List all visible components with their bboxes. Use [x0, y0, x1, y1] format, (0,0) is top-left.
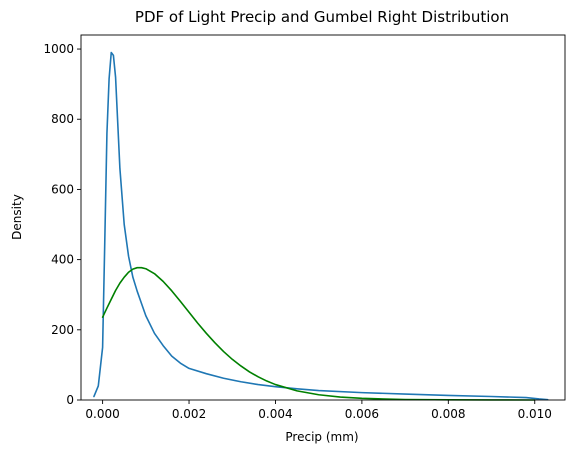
x-tick-label: 0.004: [258, 407, 292, 421]
series-line-1: [93, 51, 549, 401]
x-tick-label: 0.002: [172, 407, 206, 421]
y-tick-label: 200: [51, 323, 74, 337]
x-tick-label: 0.006: [345, 407, 379, 421]
plot-area: 0.000 0.002 0.004 0.006 0.008 0.010 0 200 400 600…: [43, 34, 566, 421]
x-tick-label: 0.010: [518, 407, 552, 421]
x-axis-label: Precip (mm): [285, 430, 358, 444]
series-line-2: [101, 266, 536, 401]
chart-title: PDF of Light Precip and Gumbel Right Dis…: [135, 8, 509, 26]
y-tick-label: 1000: [43, 42, 74, 56]
axes-frame: [80, 34, 566, 401]
y-tick-label: 800: [51, 112, 74, 126]
y-axis-label: Density: [10, 194, 24, 240]
y-tick-label: 0: [66, 393, 74, 407]
y-tick-label: 400: [51, 253, 74, 267]
x-tick-label: 0.000: [85, 407, 119, 421]
x-tick-label: 0.008: [431, 407, 465, 421]
y-tick-label: 600: [51, 182, 74, 196]
